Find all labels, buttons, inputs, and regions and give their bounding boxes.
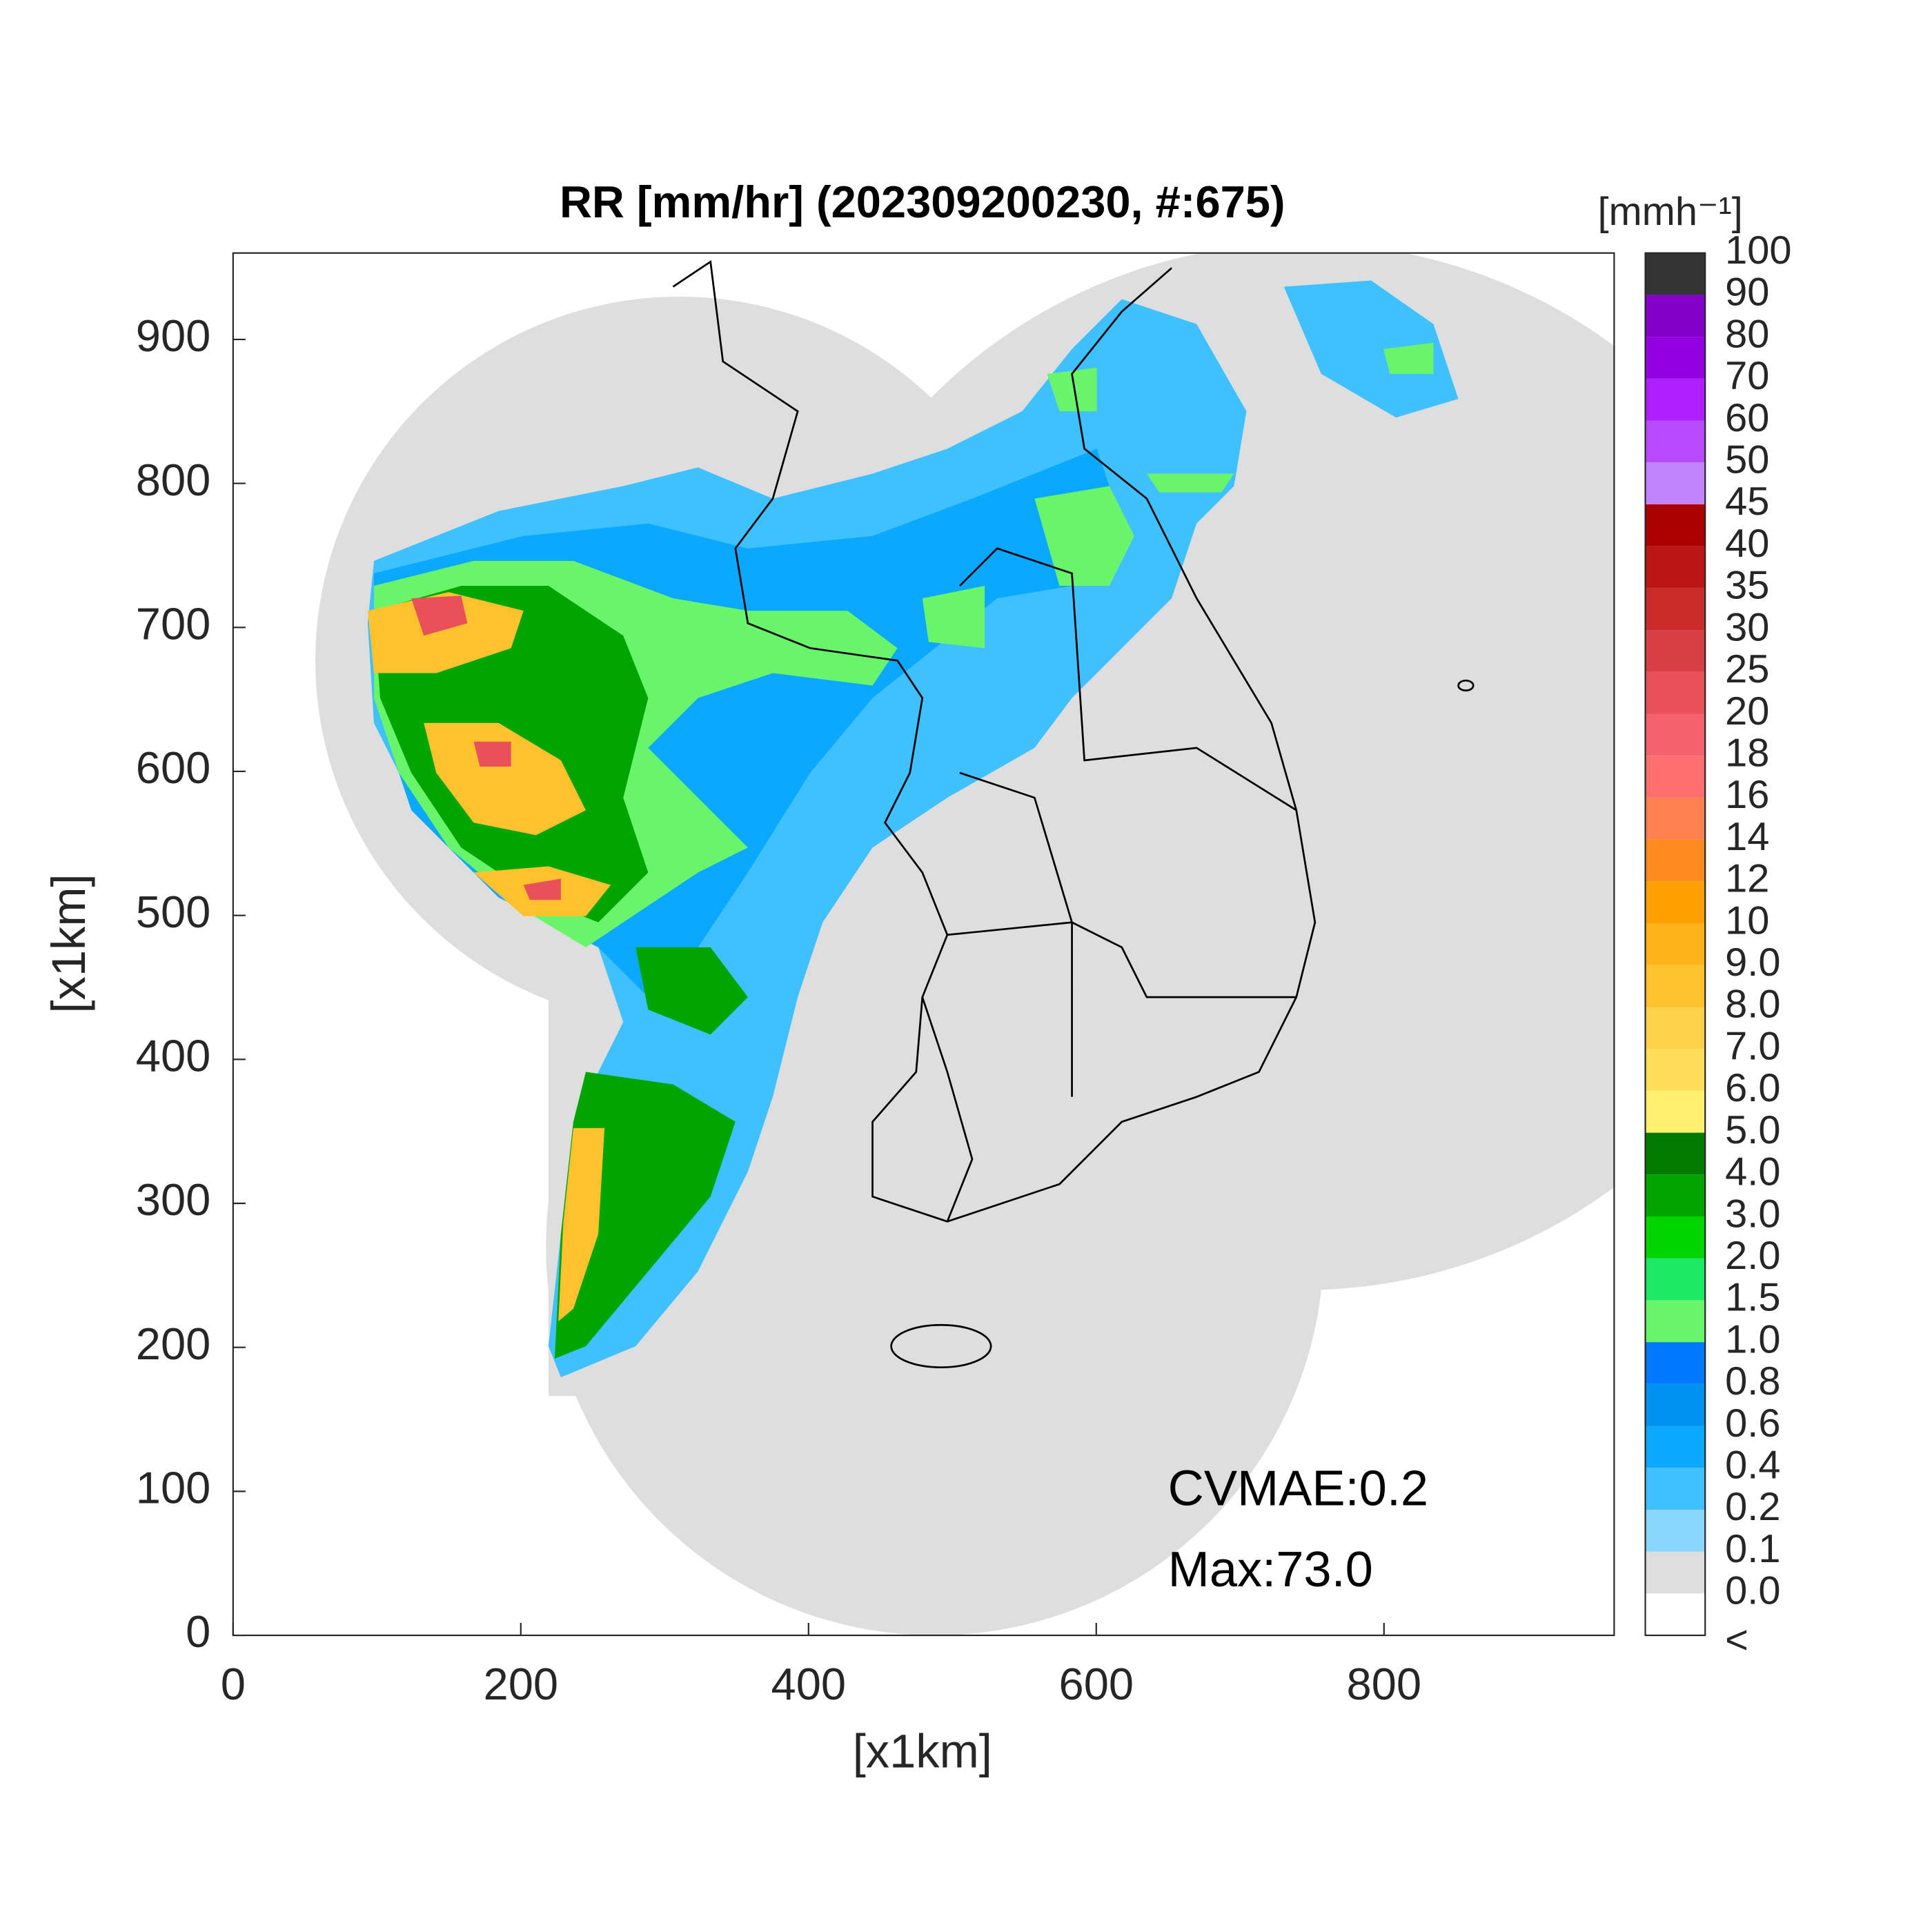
colorbar-label: 35 [1725, 564, 1769, 608]
colorbar-segment [1645, 295, 1706, 337]
colorbar-segment [1645, 1090, 1706, 1133]
colorbar-label: 25 [1725, 647, 1769, 691]
y-tick-label: 0 [186, 1606, 210, 1657]
y-axis-label: [x1km] [42, 874, 95, 1013]
y-tick-label: 800 [136, 455, 210, 505]
colorbar-segment [1645, 462, 1706, 504]
colorbar-label: 14 [1725, 815, 1769, 859]
colorbar-segment [1645, 1426, 1706, 1468]
colorbar-label: 45 [1725, 480, 1769, 524]
colorbar-label: 0.1 [1725, 1527, 1780, 1571]
x-tick-label: 400 [771, 1659, 846, 1709]
colorbar-segment [1645, 1007, 1706, 1049]
colorbar-label: 10 [1725, 898, 1769, 943]
colorbar-label: 18 [1725, 731, 1769, 775]
colorbar-segment [1645, 965, 1706, 1007]
x-tick-label: 800 [1347, 1659, 1421, 1709]
annotation: CVMAE:0.2 [1168, 1461, 1428, 1516]
colorbar-unit: [mmh⁻¹] [1597, 190, 1742, 234]
colorbar-label: 60 [1725, 396, 1769, 440]
colorbar-label: 0.4 [1725, 1443, 1780, 1487]
chart-title: RR [mm/hr] (202309200230, #:675) [560, 177, 1285, 227]
colorbar-segment [1645, 630, 1706, 672]
colorbar-label: 0.6 [1725, 1401, 1780, 1446]
colorbar-label: 40 [1725, 522, 1769, 566]
colorbar-segment [1645, 588, 1706, 631]
y-tick-label: 300 [136, 1174, 210, 1225]
colorbar-segment [1645, 1174, 1706, 1216]
colorbar-segment [1645, 1342, 1706, 1384]
colorbar-segment [1645, 1383, 1706, 1426]
colorbar-label: 9.0 [1725, 940, 1780, 985]
colorbar-segment [1645, 923, 1706, 965]
colorbar-label: 3.0 [1725, 1192, 1780, 1236]
y-tick-label: 600 [136, 742, 210, 793]
colorbar-label: 2.0 [1725, 1234, 1780, 1278]
coastlines [672, 260, 1475, 1369]
colorbar-frame [1644, 252, 1706, 1637]
colorbar-segment [1645, 1509, 1706, 1552]
x-tick-label: 200 [484, 1659, 558, 1709]
colorbar-segment [1645, 1468, 1706, 1510]
colorbar-segment [1645, 1300, 1706, 1343]
y-tick-label: 200 [136, 1319, 210, 1369]
colorbar-label: 7.0 [1725, 1024, 1780, 1068]
colorbar-segment [1645, 546, 1706, 589]
colorbar-segment [1645, 671, 1706, 714]
y-tick-label: 500 [136, 887, 210, 937]
colorbar-label: 20 [1725, 689, 1769, 733]
plot-frame [232, 252, 1615, 1637]
colorbar-label: 0.2 [1725, 1485, 1780, 1529]
colorbar-label: 50 [1725, 438, 1769, 482]
colorbar-segment [1645, 756, 1706, 798]
colorbar-segment [1645, 1132, 1706, 1175]
colorbar-label: 16 [1725, 773, 1769, 817]
colorbar-label: 90 [1725, 270, 1769, 315]
colorbar-segment [1645, 881, 1706, 924]
colorbar-label: 0.8 [1725, 1359, 1780, 1403]
colorbar-label: 4.0 [1725, 1150, 1780, 1194]
colorbar-segment [1645, 1551, 1706, 1594]
colorbar-segment [1645, 839, 1706, 882]
annotation: Max:73.0 [1168, 1542, 1373, 1597]
x-axis-label: [x1km] [853, 1725, 992, 1778]
colorbar-label: 1.5 [1725, 1276, 1780, 1320]
colorbar-segment [1645, 337, 1706, 379]
y-tick-label: 700 [136, 598, 210, 649]
colorbar-segment [1645, 1593, 1706, 1636]
colorbar-segment [1645, 797, 1706, 840]
y-tick-label: 100 [136, 1463, 210, 1513]
colorbar-label: 0.0 [1725, 1569, 1780, 1613]
colorbar-segment [1645, 1258, 1706, 1301]
colorbar-label: 30 [1725, 605, 1769, 649]
colorbar-label: 8.0 [1725, 983, 1780, 1027]
colorbar-segment [1645, 504, 1706, 546]
colorbar-label: 12 [1725, 857, 1769, 901]
y-tick-label: 400 [136, 1031, 210, 1081]
colorbar-label: 5.0 [1725, 1108, 1780, 1152]
x-tick-label: 0 [221, 1659, 246, 1709]
colorbar-label: 70 [1725, 354, 1769, 398]
colorbar-label: 100 [1725, 228, 1791, 273]
radar-map [315, 253, 1615, 1636]
colorbar-segment [1645, 378, 1706, 421]
colorbar-segment [1645, 713, 1706, 756]
colorbar-segment [1645, 253, 1706, 295]
colorbar-label: < [1725, 1618, 1748, 1662]
colorbar-segment [1645, 1216, 1706, 1259]
colorbar-label: 80 [1725, 312, 1769, 356]
colorbar-segment [1645, 420, 1706, 463]
colorbar-label: 6.0 [1725, 1066, 1780, 1110]
y-tick-label: 900 [136, 310, 210, 361]
precipitation [367, 280, 1459, 1378]
colorbar-label: 1.0 [1725, 1317, 1780, 1361]
colorbar-segment [1645, 1049, 1706, 1091]
x-tick-label: 600 [1059, 1659, 1134, 1709]
